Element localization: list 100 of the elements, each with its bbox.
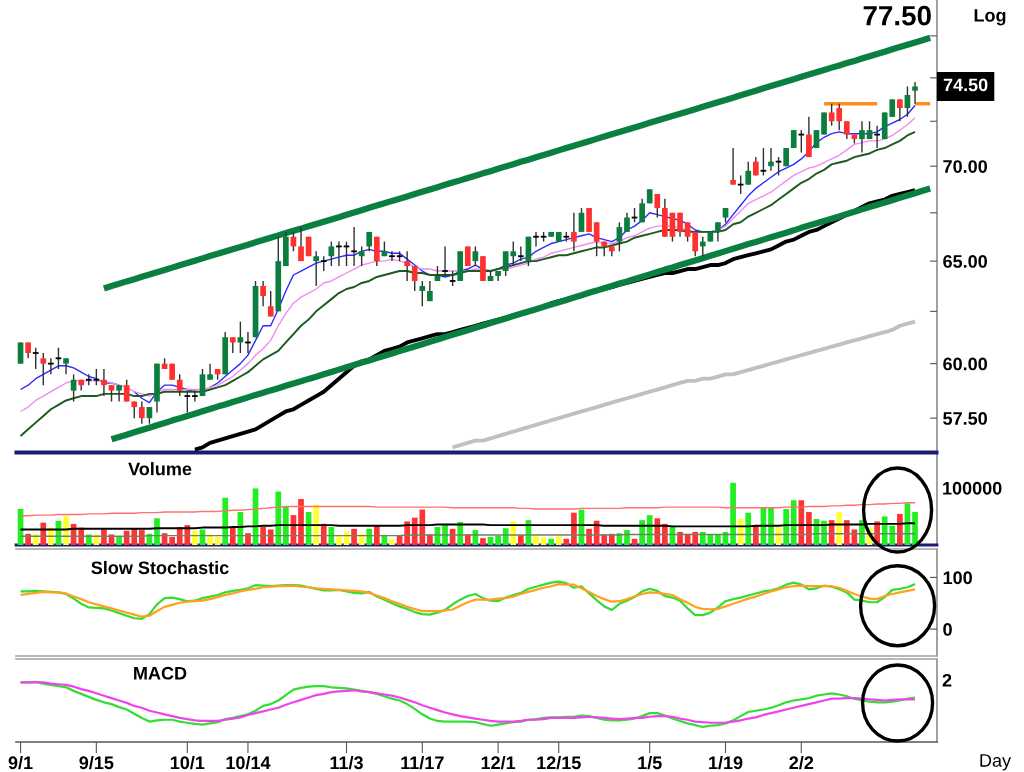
candlestick [736, 174, 745, 195]
candlestick [207, 362, 213, 381]
chart-title: Volume [128, 462, 192, 476]
candlestick [897, 98, 903, 122]
text: Log [974, 9, 1006, 26]
x-tick-label: 1/5 [638, 755, 662, 770]
candlestick [836, 103, 843, 131]
text: 100000 [943, 481, 1002, 495]
candlestick [267, 290, 274, 318]
candlestick [260, 280, 266, 307]
candlestick [47, 357, 55, 376]
bar [116, 536, 122, 545]
bar [275, 491, 282, 545]
bar [442, 525, 448, 545]
chart-title: MACD [134, 666, 187, 680]
bar [518, 535, 524, 545]
annotation: 77.50 [863, 5, 931, 26]
candlestick [191, 389, 199, 403]
bar [229, 527, 236, 545]
bar [745, 512, 752, 545]
bar [85, 534, 92, 545]
candlestick [593, 221, 600, 257]
candlestick [40, 352, 47, 386]
bar [548, 538, 555, 545]
bar [563, 538, 570, 545]
bar [336, 536, 342, 545]
bar [207, 534, 213, 545]
bar [912, 512, 918, 545]
x-tick-label: 1/19 [709, 755, 743, 770]
candlestick [616, 221, 623, 253]
candlestick [54, 347, 63, 370]
candlestick [328, 240, 335, 267]
candlestick [411, 265, 418, 292]
bar [389, 539, 395, 545]
text: 2 [942, 673, 952, 687]
candlestick [313, 250, 320, 287]
bar [836, 512, 843, 545]
candlestick [63, 357, 69, 376]
candlestick [123, 379, 130, 403]
candlestick [517, 245, 525, 262]
x-tick-label: 12/15 [537, 755, 581, 770]
candlestick [358, 245, 365, 267]
candlestick [298, 226, 304, 262]
x-tick-label: 12/1 [481, 755, 516, 770]
bar [222, 497, 229, 545]
candlestick [912, 81, 918, 105]
candlestick [715, 221, 721, 243]
candlestick [692, 231, 699, 257]
candlestick [745, 160, 752, 186]
candlestick [116, 384, 122, 403]
bar [245, 533, 251, 545]
y-tick-label: 57.50 [943, 412, 987, 425]
candlestick [828, 103, 835, 127]
x-tick-label: 9/15 [79, 755, 114, 770]
candlestick [571, 212, 577, 253]
bar [480, 538, 486, 545]
candlestick [730, 147, 736, 186]
candlestick [350, 226, 358, 267]
x-tick-label: 10/1 [170, 755, 205, 770]
y-tick-label: 65.00 [943, 255, 987, 268]
candlestick [768, 147, 774, 172]
bar [267, 529, 274, 545]
candlestick [684, 221, 691, 243]
y-tick-label: 70.00 [943, 160, 987, 173]
text: 74.50 [943, 78, 988, 92]
x-tick-label: 11/3 [330, 755, 363, 770]
candlestick [586, 207, 592, 233]
bar [699, 531, 706, 545]
candlestick [532, 231, 540, 248]
bar [715, 534, 721, 545]
x-tick-label: 2/2 [789, 755, 814, 770]
y-tick-label: 0 [943, 623, 952, 636]
bar [373, 525, 380, 545]
candlestick [806, 116, 812, 158]
candlestick [101, 368, 107, 397]
candlestick [441, 245, 449, 277]
candlestick [419, 280, 426, 307]
line-series [450, 319, 917, 450]
bar [298, 499, 304, 545]
x-tick-label: 10/14 [226, 755, 271, 770]
candlestick [138, 400, 145, 425]
x-tick-label: 11/17 [401, 755, 444, 770]
candlestick [759, 147, 768, 177]
bar [806, 512, 812, 545]
text: Slow Stochastic [91, 560, 229, 575]
candlestick [31, 347, 40, 370]
bar [783, 508, 789, 545]
candlestick [404, 250, 410, 282]
bar [25, 533, 31, 545]
x-tick-label: 9/1 [8, 755, 33, 770]
bar [32, 533, 39, 545]
bar [677, 531, 683, 545]
bar [169, 536, 175, 545]
bar [692, 531, 699, 545]
bar [730, 482, 736, 545]
candlestick [859, 120, 865, 154]
candlestick [388, 250, 396, 262]
bar [495, 535, 501, 545]
y-tick-label: 100 [943, 571, 972, 585]
bar [138, 530, 145, 545]
